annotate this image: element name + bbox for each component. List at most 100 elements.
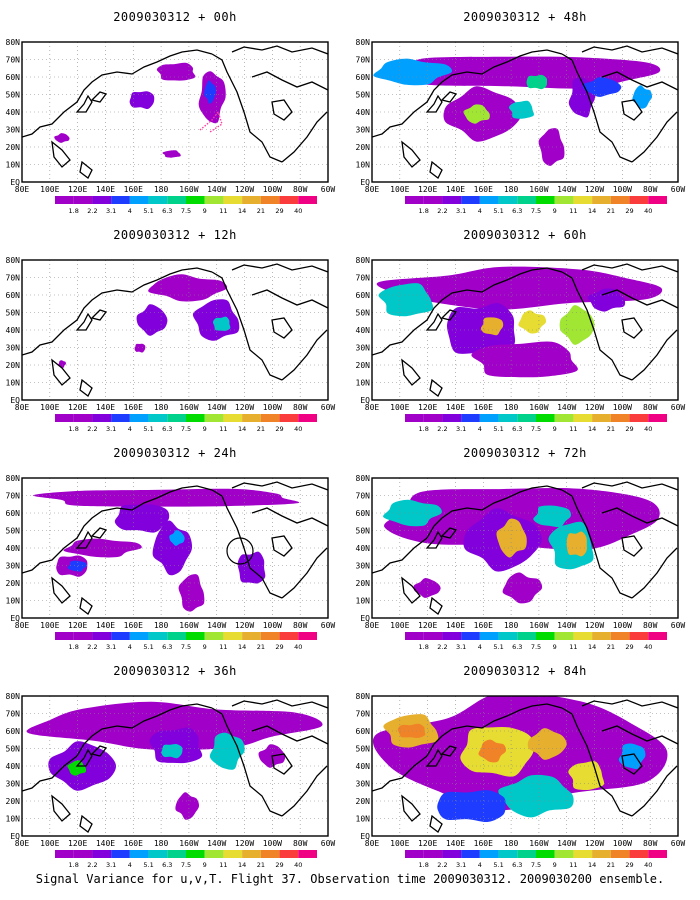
colorbar-swatch <box>461 196 480 204</box>
lat-tick-label: 40N <box>6 762 21 771</box>
coastline <box>251 507 328 527</box>
coastline <box>581 263 678 273</box>
coastlines <box>22 263 328 397</box>
colorbar-swatch <box>279 196 299 204</box>
coastline <box>231 263 328 273</box>
colorbar-level-label: 29 <box>625 861 633 869</box>
coastline <box>51 794 71 822</box>
colorbar-level-label: 21 <box>257 207 265 215</box>
lat-tick-label: 80N <box>6 256 21 265</box>
colorbar-swatch <box>111 196 130 204</box>
coastline <box>561 489 633 599</box>
colorbar-swatch <box>498 850 518 858</box>
colorbar-swatch <box>260 414 280 422</box>
coastlines <box>22 699 328 833</box>
colorbar: 1.8 2.2 3.1 4 5.1 6.3 7.5 9 11 14 21 29 40 <box>405 632 667 651</box>
lat-tick-label: 20N <box>6 797 21 806</box>
colorbar-swatch <box>592 850 611 858</box>
colorbar-level-label: 1.8 <box>69 207 79 215</box>
coastlines <box>372 481 678 615</box>
colorbar-swatch <box>242 414 261 422</box>
map-frame <box>21 695 329 837</box>
lat-tick-label: 40N <box>356 762 371 771</box>
variance-contour <box>212 316 231 331</box>
colorbar-level-label: 7.5 <box>531 207 541 215</box>
colorbar-swatch <box>279 414 299 422</box>
map-panel-24h: 2009030312 + 24h 80N 70N 60N 50N 40N 30N 20N 10N… <box>0 436 350 654</box>
lon-tick-label: 100W <box>263 403 282 412</box>
colorbar-level-label: 3.1 <box>106 643 116 651</box>
colorbar-swatch <box>298 850 317 858</box>
colorbar-swatch <box>517 414 536 422</box>
lat-tick-label: 50N <box>356 91 371 100</box>
colorbar-swatch <box>186 414 205 422</box>
lat-tick-label: 40N <box>356 108 371 117</box>
lon-tick-label: 120W <box>235 403 254 412</box>
coastlines <box>372 263 678 397</box>
lon-tick-label: 180 <box>154 839 169 848</box>
colorbar-swatch <box>260 850 280 858</box>
colorbar-level-label: 11 <box>569 425 577 433</box>
lon-tick-label: 100W <box>613 403 632 412</box>
variance-field <box>376 266 663 378</box>
lon-tick-label: 180 <box>154 403 169 412</box>
coastlines <box>22 45 328 179</box>
lon-tick-label: 100W <box>613 185 632 194</box>
lat-tick-label: EQ <box>10 396 20 405</box>
colorbar-swatch <box>554 850 574 858</box>
coastline <box>401 576 421 604</box>
colorbar-level-label: 5.1 <box>143 425 153 433</box>
lat-tick-label: 70N <box>6 492 21 501</box>
colorbar-level-label: 1.8 <box>419 861 429 869</box>
variance-contour <box>204 80 217 104</box>
lon-tick-label: 120E <box>68 185 87 194</box>
colorbar-swatch <box>423 196 443 204</box>
lat-tick-label: 70N <box>6 274 21 283</box>
coastline <box>22 267 213 356</box>
colorbar-level-label: 6.3 <box>162 425 172 433</box>
colorbar-level-label: 3.1 <box>456 207 466 215</box>
lat-tick-label: 20N <box>356 797 371 806</box>
colorbar-level-label: 11 <box>219 643 227 651</box>
variance-contour <box>437 790 506 823</box>
colorbar-swatch <box>129 196 149 204</box>
colorbar-swatch <box>536 414 555 422</box>
coastline <box>429 596 443 615</box>
lon-tick-label: 120E <box>68 403 87 412</box>
variance-contour <box>129 91 155 110</box>
coastline <box>372 485 563 574</box>
colorbar-level-label: 40 <box>644 425 652 433</box>
lon-tick-label: 160E <box>474 839 493 848</box>
coastline <box>429 160 443 179</box>
colorbar-level-label: 14 <box>238 425 246 433</box>
colorbar-swatch <box>442 850 462 858</box>
colorbar-swatch <box>517 196 536 204</box>
coastline <box>22 703 213 792</box>
map-frame <box>21 41 329 183</box>
variance-contour <box>169 530 185 546</box>
colorbar-level-label: 5.1 <box>143 861 153 869</box>
colorbar-level-label: 3.1 <box>456 425 466 433</box>
lon-tick-label: 140W <box>207 839 226 848</box>
variance-contour <box>618 743 646 770</box>
lat-tick-label: 80N <box>356 474 371 483</box>
graticule <box>22 260 328 400</box>
lat-tick-label: 60N <box>6 291 21 300</box>
colorbar-swatch <box>204 414 224 422</box>
lon-tick-label: 180 <box>504 839 519 848</box>
coastline <box>440 527 458 539</box>
colorbar: 1.8 2.2 3.1 4 5.1 6.3 7.5 9 11 14 21 29 40 <box>55 632 317 651</box>
colorbar-level-label: 6.3 <box>512 861 522 869</box>
colorbar-level-label: 6.3 <box>512 643 522 651</box>
lat-tick-label: 80N <box>356 692 371 701</box>
colorbar-level-label: 1.8 <box>69 425 79 433</box>
colorbar-swatch <box>592 632 611 640</box>
colorbar-swatch <box>479 414 499 422</box>
coastline <box>75 748 93 767</box>
colorbar-swatch <box>223 196 243 204</box>
colorbar-level-label: 14 <box>238 643 246 651</box>
lon-tick-label: 140E <box>446 621 465 630</box>
coastlines <box>372 45 678 179</box>
variance-contour <box>114 504 170 533</box>
